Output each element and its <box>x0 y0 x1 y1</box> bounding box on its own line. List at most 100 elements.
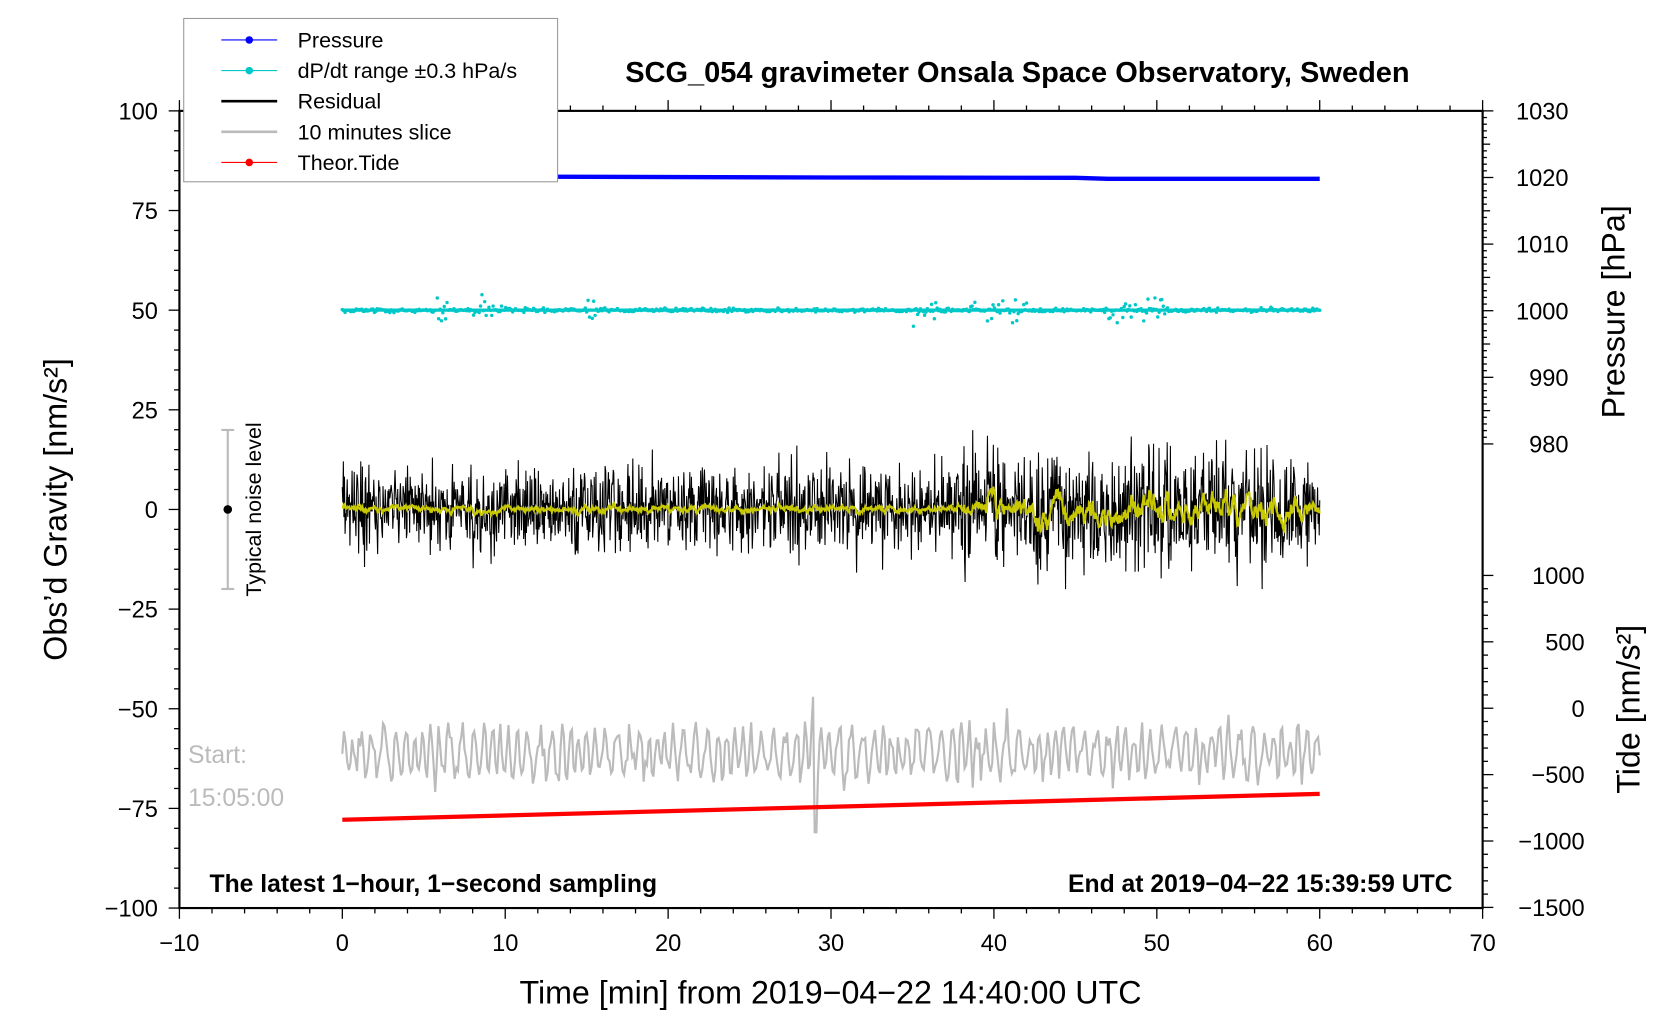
dpdt-point <box>480 292 484 297</box>
legend-item: 10 minutes slice <box>221 120 452 144</box>
dpdt-point <box>1008 311 1012 315</box>
y-tick-label: −100 <box>105 897 158 923</box>
y-tick-label: 0 <box>145 498 158 524</box>
dpdt-point <box>443 317 448 321</box>
dpdt-point <box>436 317 441 321</box>
dpdt-point <box>998 311 1002 315</box>
legend-swatch-dot <box>245 158 254 167</box>
dpdt-point <box>1160 297 1164 302</box>
dpdt-point <box>435 296 439 300</box>
dpdt-point <box>487 305 491 309</box>
dpdt-point <box>1115 321 1119 325</box>
noise-level-bar <box>221 428 235 591</box>
dpdt-point <box>1121 315 1125 320</box>
dpdt-point <box>587 315 592 319</box>
dpdt-point <box>483 299 487 304</box>
legend-label: Residual <box>298 90 382 114</box>
x-axis-label: Time [min] from 2019−04−22 14:40:00 UTC <box>519 975 1141 1011</box>
x-tick-label: 10 <box>492 931 518 957</box>
noise-level-label: Typical noise level <box>242 422 266 596</box>
pressure-tick-label: 1000 <box>1516 299 1569 325</box>
dpdt-point <box>484 313 488 318</box>
y-tick-label: 75 <box>132 199 158 225</box>
y-tick-label: 50 <box>132 299 158 325</box>
sampling-annotation: The latest 1−hour, 1−second sampling <box>210 871 658 898</box>
dpdt-point <box>1142 319 1146 323</box>
dpdt-point <box>478 304 483 308</box>
legend-item: Residual <box>221 90 381 114</box>
dpdt-point <box>1015 318 1019 323</box>
dpdt-point <box>1122 304 1126 309</box>
dpdt-point <box>491 304 495 308</box>
legend: Pressure dP/dt range ±0.3 hPa/s Residual 10… <box>183 17 559 183</box>
legend-swatch-dot <box>245 36 254 44</box>
dpdt-point <box>471 313 476 317</box>
dpdt-point <box>1129 315 1133 319</box>
dpdt-point <box>985 319 990 323</box>
legend-item: Pressure <box>221 28 384 52</box>
pressure-tick-label: 1030 <box>1516 99 1569 125</box>
dpdt-point <box>1108 316 1112 320</box>
x-tick-label: 20 <box>655 931 681 957</box>
dpdt-point <box>1022 302 1026 307</box>
dpdt-point <box>1162 312 1167 316</box>
legend-item: dP/dt range ±0.3 hPa/s <box>221 59 517 83</box>
dpdt-point <box>1146 297 1150 301</box>
x-tick-label: 50 <box>1144 931 1170 957</box>
y-tick-label: −50 <box>118 697 158 723</box>
legend-item: Theor.Tide <box>221 151 399 175</box>
pressure-axis-label: Pressure [hPa] <box>1595 205 1631 418</box>
x-tick-label: 0 <box>336 931 349 957</box>
legend-label: Theor.Tide <box>298 151 400 175</box>
y-tick-label: −25 <box>118 598 158 624</box>
tide-tick-label: −1500 <box>1518 896 1584 922</box>
tide-tick-label: −1000 <box>1518 830 1584 856</box>
tide-tick-label: −500 <box>1531 763 1584 789</box>
dpdt-point <box>934 301 938 305</box>
dpdt-point <box>445 300 449 305</box>
tide-tick-label: 0 <box>1572 697 1585 723</box>
legend-swatch-dot <box>245 66 254 75</box>
dpdt-point <box>1161 304 1166 308</box>
dpdt-point <box>1016 311 1020 316</box>
dpdt-point <box>499 304 504 308</box>
dpdt-point <box>1111 313 1115 317</box>
tide-axis-label: Tide [nm/s²] <box>1610 625 1646 794</box>
tide-tick-label: 500 <box>1545 630 1584 656</box>
pressure-tick-label: 990 <box>1529 366 1568 392</box>
y-tick-label: 25 <box>132 398 158 424</box>
dpdt-point <box>1156 315 1160 319</box>
dpdt-point <box>1144 311 1149 315</box>
dpdt-point <box>932 317 937 321</box>
dpdt-point <box>490 313 494 318</box>
tide-tick-label: 1000 <box>1532 564 1585 590</box>
dpdt-point <box>989 316 994 321</box>
legend-label: dP/dt range ±0.3 hPa/s <box>298 59 517 83</box>
dpdt-point <box>970 304 974 308</box>
dpdt-point <box>439 319 444 323</box>
pressure-tick-label: 980 <box>1529 433 1568 459</box>
dpdt-point <box>441 311 445 315</box>
dpdt-point <box>973 300 977 305</box>
noise-center-dot <box>223 505 233 514</box>
slice-line <box>341 696 1321 834</box>
end-annotation: End at 2019−04−22 15:39:59 UTC <box>1068 871 1453 898</box>
chart-title: SCG_054 gravimeter Onsala Space Observat… <box>625 57 1409 89</box>
dpdt-point <box>590 316 595 321</box>
x-tick-label: 40 <box>981 931 1007 957</box>
residual-line <box>341 430 1321 590</box>
pressure-tick-label: 1010 <box>1516 233 1569 259</box>
dpdt-point <box>586 298 590 303</box>
dpdt-point <box>1010 321 1015 325</box>
y-tick-label: 100 <box>119 99 158 125</box>
dpdt-point <box>911 324 916 329</box>
dpdt-point <box>1153 296 1157 300</box>
start-time: 15:05:00 <box>188 785 284 812</box>
x-tick-label: −10 <box>159 931 199 957</box>
dpdt-point <box>1024 301 1029 305</box>
dpdt-point <box>922 313 927 317</box>
tide-line <box>342 791 1320 822</box>
dpdt-point <box>991 303 995 307</box>
dpdt-point <box>591 299 596 303</box>
y-tick-label: −75 <box>118 797 158 823</box>
